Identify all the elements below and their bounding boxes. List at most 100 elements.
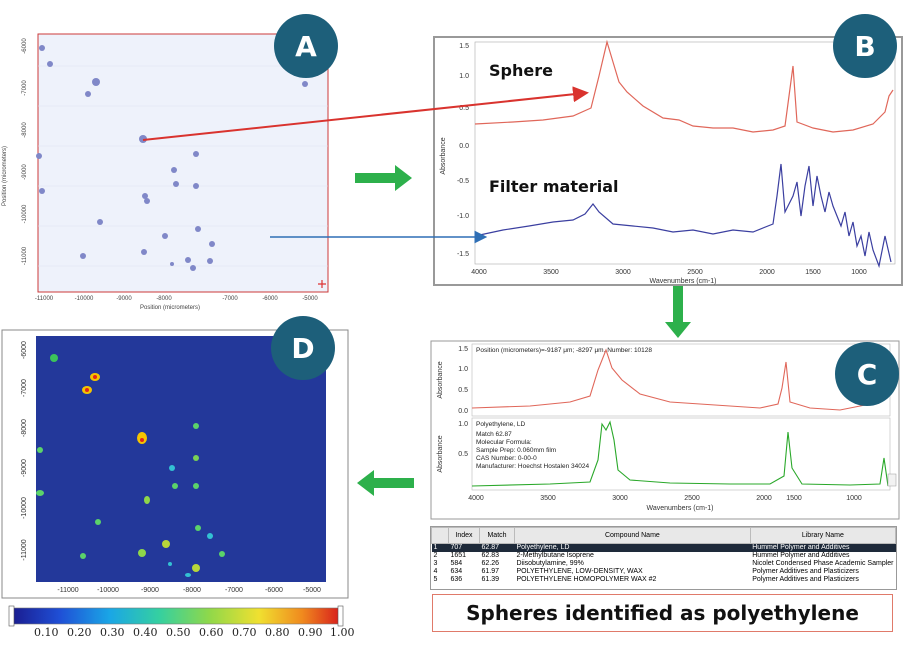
panel-d-xtick: -9000	[141, 587, 159, 594]
panel-b-ytick: 1.0	[459, 73, 469, 80]
column-header-library[interactable]: Library Name	[749, 527, 897, 544]
reference-spectrum-line	[471, 420, 889, 487]
column-header-compound[interactable]: Compound Name	[514, 527, 751, 544]
colorbar-tick: 0.50	[166, 626, 191, 639]
panel-d-ytick: -10000	[21, 497, 28, 519]
panel-a-xtick: -5000	[302, 296, 318, 302]
panel-a-xtick: -9000	[116, 296, 132, 302]
panel-b-ytick: -1.0	[457, 213, 469, 220]
colorbar-tick: 0.20	[67, 626, 92, 639]
badge-d: D	[271, 316, 335, 380]
panel-b-xtick: 3000	[615, 269, 631, 276]
row-compound: POLYETHYLENE HOMOPOLYMER WAX #2	[516, 576, 657, 583]
colorbar-handle[interactable]	[337, 605, 344, 627]
green-arrow-left	[357, 470, 414, 496]
reference-info-line: Molecular Formula:	[476, 439, 532, 446]
panel-b-xlabel: Wavenumbers (cm-1)	[649, 278, 716, 285]
panel-a-ylabel: Position (micrometers)	[2, 146, 8, 206]
panel-d-xtick: -11000	[57, 587, 78, 594]
panel-c-xtick: 1000	[846, 495, 862, 502]
table-row[interactable]: 5 636 61.39 POLYETHYLENE HOMOPOLYMER WAX #2…	[432, 576, 896, 584]
row-library: Polymer Additives and Plasticizers	[752, 568, 859, 575]
column-header-match[interactable]: Match	[479, 527, 515, 544]
particle-dots	[36, 45, 308, 271]
panel-d-ytick: -9000	[21, 459, 28, 477]
reference-info-line: Match 62.87	[476, 431, 512, 438]
sample-spectrum-line	[471, 348, 889, 411]
panel-b-xtick: 2000	[759, 269, 775, 276]
panel-a-xtick: -11000	[35, 296, 54, 302]
reference-info-line: CAS Number: 0-00-0	[476, 455, 537, 462]
panel-a-xtick: -6000	[262, 296, 278, 302]
panel-c-xtick: 3500	[540, 495, 556, 502]
panel-a-xtick: -8000	[156, 296, 172, 302]
row-index: 636	[450, 576, 463, 583]
badge-c: C	[835, 342, 899, 406]
panel-c-ylabel-bottom: Absorbance	[437, 435, 444, 472]
panel-b-ytick: 1.5	[459, 43, 469, 50]
panel-b-xtick: 3500	[543, 269, 559, 276]
panel-c-ytick: 0.0	[458, 408, 468, 415]
row-number: 3	[433, 560, 438, 567]
colorbar-tick: 0.30	[100, 626, 125, 639]
panel-d-ytick: -8000	[21, 419, 28, 437]
row-index: 584	[450, 560, 463, 567]
colorbar-tick: 0.80	[265, 626, 290, 639]
panel-c-ytick: 0.5	[458, 387, 468, 394]
panel-a-ytick: -9000	[22, 164, 28, 180]
panel-b-xtick: 2500	[687, 269, 703, 276]
panel-c-xtick: 4000	[468, 495, 484, 502]
reference-info-line: Manufacturer: Hoechst Hostalen 34024	[476, 463, 589, 470]
library-match-table: Index Match Compound Name Library Name 1…	[430, 526, 897, 590]
table-row[interactable]: 2 1651 62.83 2-Methylbutane Isoprene Hummel …	[432, 552, 896, 560]
table-row[interactable]: 4 634 61.97 POLYETHYLENE, LOW-DENSITY, WAX P…	[432, 568, 896, 576]
sphere-label: Sphere	[489, 61, 553, 80]
map-hotspots	[36, 354, 225, 577]
column-header-index[interactable]: Index	[448, 527, 480, 544]
table-row[interactable]: 3 584 62.26 Diisobutylamine, 99% Nicolet Con…	[432, 560, 896, 568]
badge-b: B	[833, 14, 897, 78]
colorbar-tick: 1.00	[330, 626, 355, 639]
colorbar-tick: 0.10	[34, 626, 59, 639]
row-number: 4	[433, 568, 438, 575]
scroll-down-button[interactable]	[887, 473, 897, 487]
colorbar-tick: 0.70	[232, 626, 257, 639]
sphere-spectrum-line	[474, 39, 894, 133]
row-index: 1651	[450, 552, 467, 559]
panel-b-ytick: 0.5	[459, 105, 469, 112]
panel-c-ytick: 0.5	[458, 451, 468, 458]
panel-c-ylabel-top: Absorbance	[437, 361, 444, 398]
panel-d-xtick: -10000	[97, 587, 119, 594]
row-library: Polymer Additives and Plasticizers	[752, 576, 859, 583]
panel-d-xtick: -7000	[225, 587, 243, 594]
row-compound: POLYETHYLENE, LOW-DENSITY, WAX	[516, 568, 643, 575]
row-index: 634	[450, 568, 463, 575]
panel-a-ytick: -11000	[22, 246, 28, 265]
row-index: 707	[448, 543, 480, 552]
panel-a-xtick: -7000	[222, 296, 238, 302]
row-number: 1	[431, 543, 449, 552]
colorbar	[9, 607, 343, 625]
row-number: 2	[433, 552, 438, 559]
panel-d-ytick: -11000	[21, 539, 28, 560]
panel-a-xtick: -10000	[75, 296, 94, 302]
panel-c-xlabel: Wavenumbers (cm-1)	[646, 505, 713, 512]
row-number: 5	[433, 576, 438, 583]
row-library: Hummel Polymer and Additives	[752, 552, 850, 559]
panel-d-ytick: -6000	[21, 341, 28, 359]
panel-b-xtick: 1000	[851, 269, 867, 276]
panel-c-xtick: 3000	[612, 495, 628, 502]
panel-b-ylabel: Absorbance	[440, 137, 447, 174]
panel-b-ytick: -1.5	[457, 251, 469, 258]
panel-a-ytick: -8000	[22, 122, 28, 138]
table-row[interactable]: 1 707 62.87 Polyethylene, LD Hummel Polymer …	[431, 543, 896, 552]
panel-c-ytick: 1.0	[458, 366, 468, 373]
colorbar-handle[interactable]	[8, 605, 15, 627]
panel-d-xtick: -5000	[303, 587, 321, 594]
row-match: 61.39	[481, 576, 500, 583]
row-compound: Polyethylene, LD	[514, 543, 751, 552]
panel-c-ytick: 1.0	[458, 421, 468, 428]
panel-d-xtick: -8000	[183, 587, 201, 594]
reference-info-line: Polyethylene, LD	[476, 421, 525, 428]
panel-c-reference-match: Position (micrometers)=-9187 μm; -8297 μ…	[430, 340, 900, 520]
